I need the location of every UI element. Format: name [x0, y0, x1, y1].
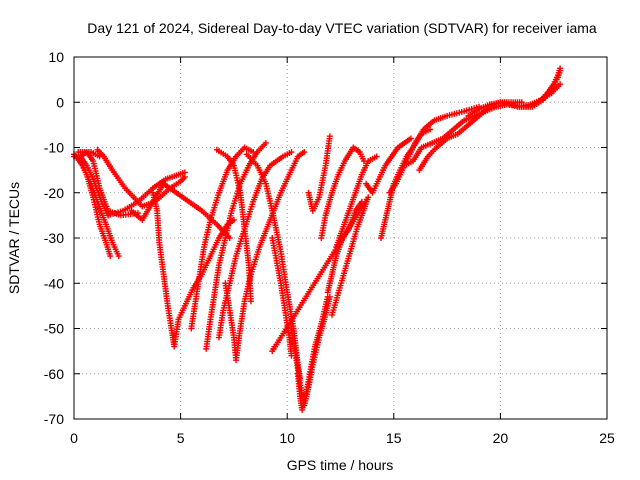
series-arc26 — [401, 81, 564, 169]
data-point-marker — [115, 253, 122, 260]
data-point-marker — [288, 149, 295, 156]
y-tick-label: -60 — [44, 366, 64, 382]
series-arc29 — [514, 65, 564, 110]
y-tick-label: -70 — [44, 411, 64, 427]
series-arc10 — [188, 144, 257, 332]
data-point-marker — [262, 139, 269, 146]
data-point-marker — [407, 135, 414, 142]
x-tick-label: 15 — [386, 430, 402, 446]
y-tick-label: 0 — [56, 94, 64, 110]
series-arc13 — [215, 149, 295, 341]
data-point-marker — [557, 81, 564, 88]
x-tick-label: 10 — [279, 430, 295, 446]
x-tick-label: 25 — [599, 430, 615, 446]
series-arc12 — [213, 146, 254, 305]
data-point-marker — [373, 153, 380, 160]
x-axis-label: GPS time / hours — [287, 457, 394, 473]
series-scattered — [269, 194, 372, 355]
series-arc2 — [73, 153, 122, 260]
y-tick-label: -50 — [44, 321, 64, 337]
series-arc7 — [105, 169, 188, 219]
axis-ticks — [73, 56, 608, 420]
y-tick-label: -40 — [44, 275, 64, 291]
series-arc23 — [363, 135, 414, 196]
data-point-marker — [247, 298, 254, 305]
y-tick-label: -30 — [44, 230, 64, 246]
x-tick-label: 20 — [493, 430, 509, 446]
x-tick-label: 0 — [70, 430, 78, 446]
series-arc19 — [305, 133, 333, 214]
series-arc20 — [318, 144, 367, 241]
y-tick-label: 10 — [48, 49, 64, 65]
series-arc18 — [294, 293, 331, 413]
x-tick-labels: 0 5 10 15 20 25 — [70, 430, 615, 446]
y-tick-label: -20 — [44, 185, 64, 201]
y-axis-label: SDTVAR / TECUs — [6, 182, 22, 294]
chart-title: Day 121 of 2024, Sidereal Day-to-day VTE… — [87, 20, 597, 36]
series-arc11 — [203, 139, 269, 352]
data-point-marker — [301, 149, 308, 156]
data-point-marker — [427, 126, 434, 133]
data-point-marker — [181, 169, 188, 176]
data-points — [71, 65, 564, 413]
series-arc14 — [222, 149, 308, 364]
data-point-marker — [230, 216, 237, 223]
data-point-marker — [326, 133, 333, 140]
y-tick-label: -10 — [44, 140, 64, 156]
series-arc4 — [75, 149, 103, 160]
data-point-marker — [271, 343, 278, 350]
y-tick-labels: -70 -60 -50 -40 -30 -20 -10 0 10 — [44, 49, 64, 427]
x-tick-label: 5 — [177, 430, 185, 446]
data-point-marker — [557, 65, 564, 72]
series-arc5 — [77, 153, 112, 219]
data-point-marker — [107, 253, 114, 260]
series-arc16 — [269, 235, 295, 359]
